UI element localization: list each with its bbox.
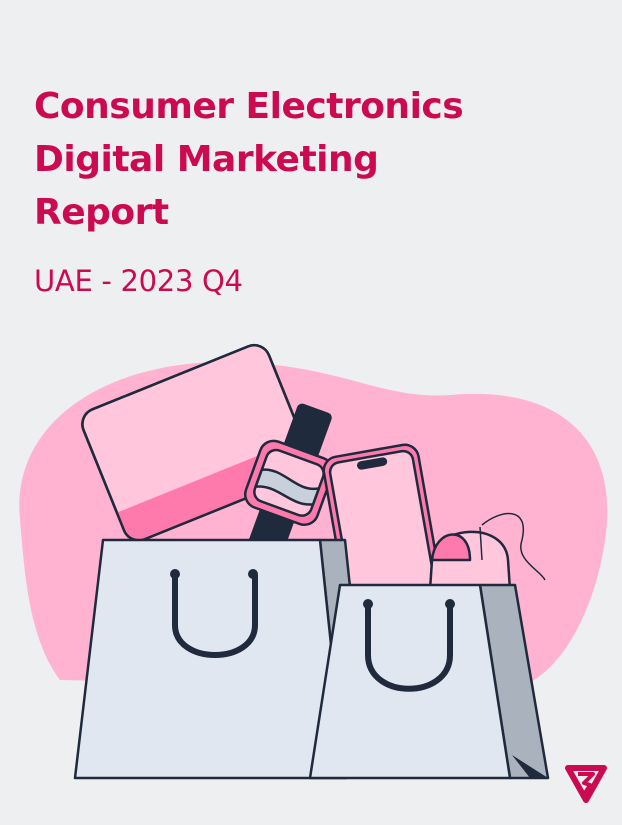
title-line-1: Consumer Electronics bbox=[34, 86, 464, 127]
smartwatch-icon bbox=[243, 403, 334, 557]
title-line-3: Report bbox=[34, 192, 169, 233]
mouse-icon bbox=[428, 512, 546, 592]
title-line-2: Digital Marketing bbox=[34, 139, 379, 180]
report-title: Consumer Electronics Digital Marketing R… bbox=[34, 80, 464, 239]
small-shopping-bag-icon bbox=[308, 583, 550, 780]
report-subtitle: UAE - 2023 Q4 bbox=[34, 264, 243, 298]
brand-triangle-logo-icon bbox=[565, 765, 607, 803]
electronics-shopping-illustration bbox=[19, 343, 608, 780]
smartphone-icon bbox=[322, 443, 445, 626]
